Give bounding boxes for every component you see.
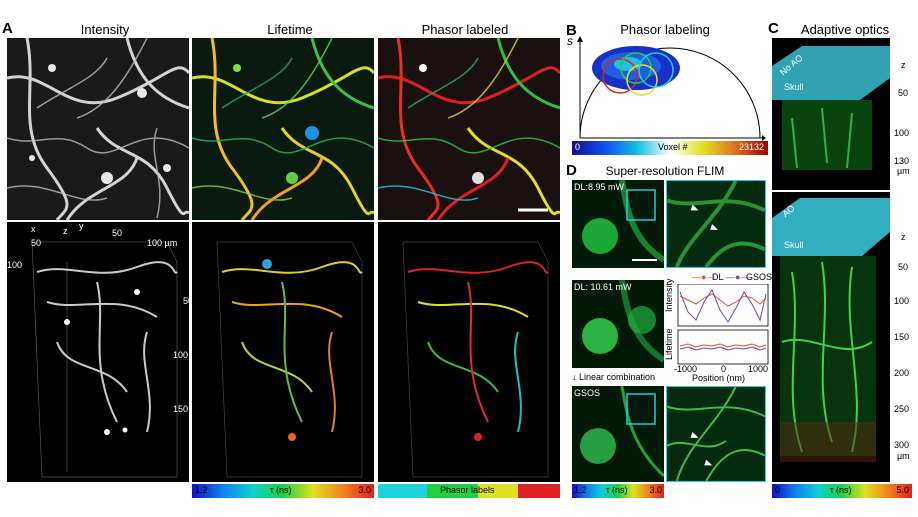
- xtick-3: 1000: [748, 364, 769, 374]
- lifetime-volume: [192, 222, 374, 482]
- tick-side-4: 150: [173, 404, 189, 414]
- no-ao-unit: µm: [897, 166, 910, 176]
- ao-tick-5: 250: [894, 404, 910, 414]
- title-lifetime: Lifetime: [267, 22, 313, 37]
- no-ao-tick-3: 130: [894, 156, 910, 166]
- tick-top-1: 50: [31, 238, 42, 248]
- dl2-image: DL: 10.61 mW: [572, 280, 664, 368]
- tick-side-3: 100: [173, 350, 189, 360]
- dl1-label: DL:8.95 mW: [574, 182, 625, 192]
- combination-text: Linear combination: [579, 372, 656, 382]
- ao-skull: Skull: [784, 240, 804, 250]
- ao-unit: µm: [897, 451, 910, 461]
- voxel-bar-max: 23132: [738, 142, 764, 152]
- phasor-plot: s g: [567, 34, 766, 156]
- axis-x-label: x: [31, 224, 36, 234]
- voxel-bar-min: 0: [575, 142, 581, 152]
- panel-letter-b: B: [566, 22, 577, 39]
- xtick-1: -1000: [674, 364, 698, 374]
- lifetime-colorbar: 1.2 τ (ns) 3.0: [192, 484, 374, 498]
- profile-plots: —●— DL —●— GSOS Intensity Lifetime -1000…: [664, 272, 773, 383]
- no-ao-z: z: [901, 60, 906, 70]
- combination-label: ↓ Linear combination: [572, 372, 656, 382]
- tick-top-3: 100 µm: [147, 238, 178, 248]
- dl1-zoom-image: [666, 180, 766, 268]
- c-bar-min: 0: [775, 485, 781, 495]
- s-axis-label: s: [567, 34, 573, 48]
- no-ao-volume: No AO Skull: [772, 38, 890, 190]
- legend-gsos: GSOS: [746, 272, 773, 282]
- ao-tick-4: 200: [894, 368, 910, 378]
- axis-z-label: z: [63, 226, 68, 236]
- profile-plot-svg: [677, 284, 769, 365]
- voxel-bar-label: Voxel #: [658, 142, 688, 152]
- title-adaptive-optics: Adaptive optics: [800, 22, 890, 37]
- no-ao-tick-2: 100: [894, 128, 910, 138]
- tick-side-1: 100: [7, 260, 23, 270]
- ao-tick-3: 150: [894, 332, 910, 342]
- gsos-label: GSOS: [574, 388, 601, 398]
- panel-letter-d: D: [566, 162, 577, 179]
- d-bar-label: τ (ns): [606, 485, 628, 495]
- lifetime-image: [192, 38, 374, 220]
- c-colorbar: 0 τ (ns) 5.0: [772, 484, 912, 498]
- c-bar-max: 5.0: [896, 485, 909, 495]
- title-intensity: Intensity: [80, 22, 130, 37]
- panel-letter-c: C: [768, 20, 779, 37]
- xtick-2: 0: [721, 364, 727, 374]
- ao-volume: AO Skull: [772, 192, 890, 482]
- gsos-image: GSOS: [572, 386, 664, 482]
- panel-letter-a: A: [2, 20, 13, 37]
- c-bar-label: τ (ns): [830, 485, 852, 495]
- intensity-volume: x z y 50 50 100 µm 100 50 100 150: [7, 222, 189, 482]
- legend-dl-marker: —●—: [692, 272, 716, 282]
- dl2-label: DL: 10.61 mW: [574, 282, 632, 292]
- ao-tick-1: 50: [898, 262, 909, 272]
- dl1-image: DL:8.95 mW: [572, 180, 664, 268]
- legend-dl: DL: [712, 272, 724, 282]
- phasor-labels-colorbar: Phasor labels: [378, 484, 560, 498]
- gsos-zoom-image: [666, 386, 766, 482]
- phasor-labeled-volume: [378, 222, 560, 482]
- phasor-labeled-image: [378, 38, 560, 220]
- no-ao-skull: Skull: [784, 82, 804, 92]
- d-colorbar: 1.2 τ (ns) 3.0: [572, 484, 664, 498]
- phasor-bar-label: Phasor labels: [440, 485, 495, 495]
- intensity-image: [7, 38, 189, 220]
- ao-tick-6: 300: [894, 440, 910, 450]
- no-ao-tick-1: 50: [898, 88, 909, 98]
- lifetime-bar-max: 3.0: [358, 485, 371, 495]
- ylabel-lifetime: Lifetime: [664, 328, 674, 360]
- d-bar-max: 3.0: [649, 485, 662, 495]
- legend-gsos-marker: —●—: [726, 272, 750, 282]
- lifetime-bar-min: 1.2: [195, 485, 208, 495]
- title-phasor-labeled: Phasor labeled: [421, 22, 509, 37]
- xlabel-position: Position (nm): [692, 373, 746, 383]
- lifetime-bar-label: τ (ns): [270, 485, 292, 495]
- title-super-resolution: Super-resolution FLIM: [605, 164, 725, 178]
- axis-y-label: y: [79, 222, 84, 231]
- tick-side-2: 50: [183, 296, 189, 306]
- d-bar-min: 1.2: [574, 485, 587, 495]
- ylabel-intensity: Intensity: [664, 278, 674, 312]
- ao-z: z: [901, 232, 906, 242]
- tick-top-2: 50: [112, 228, 123, 238]
- voxel-colorbar: 0 Voxel # 23132: [572, 141, 768, 155]
- title-phasor-labeling: Phasor labeling: [620, 22, 710, 37]
- ao-tick-2: 100: [894, 296, 910, 306]
